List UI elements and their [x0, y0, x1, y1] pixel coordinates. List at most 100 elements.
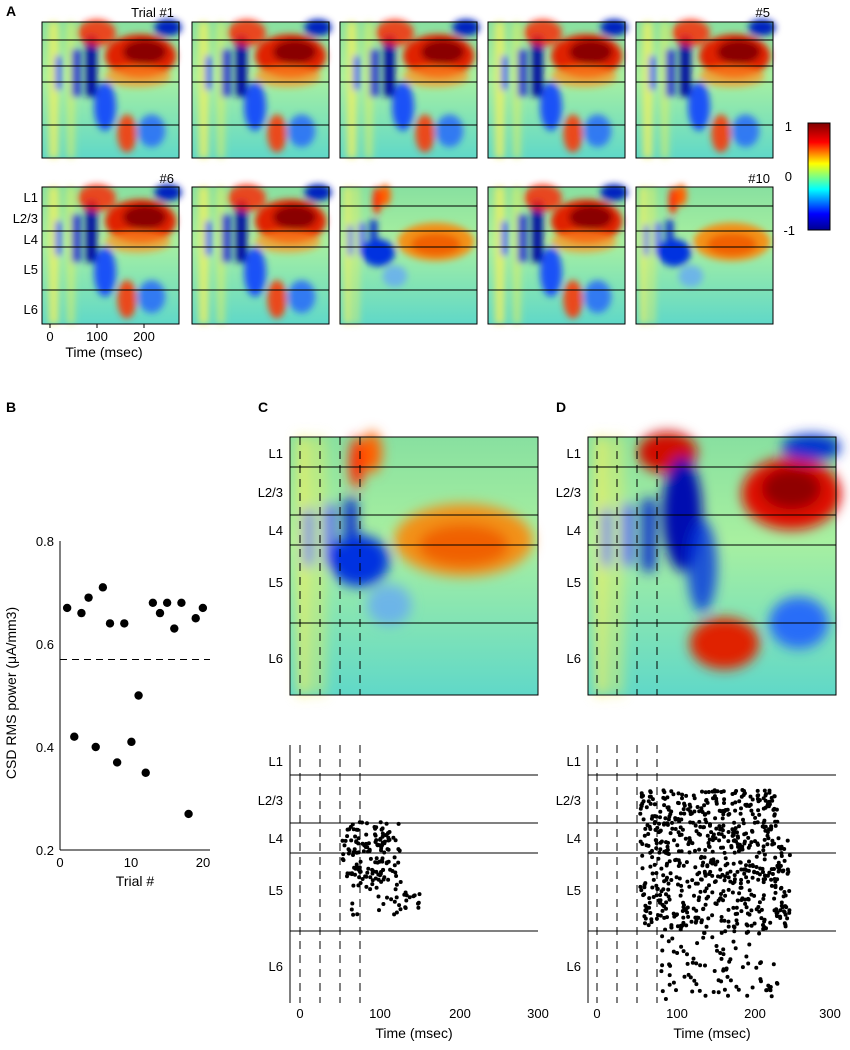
spike-dot: [768, 985, 773, 989]
c-layer-l23: L2/3: [258, 485, 283, 500]
spike-dot: [765, 873, 770, 878]
spike-dot: [727, 812, 732, 816]
spike-dot: [358, 881, 363, 885]
spike-dot: [657, 821, 661, 826]
spike-dot: [659, 866, 664, 871]
spike-dot: [722, 801, 726, 805]
spike-dot: [370, 878, 375, 883]
heatmap-trial-10: [635, 184, 774, 325]
spike-dot: [694, 829, 699, 834]
spike-dot: [673, 816, 678, 821]
scatter-point: [127, 737, 136, 747]
spike-dot: [711, 857, 716, 862]
spike-dot: [649, 816, 654, 821]
spike-dot: [416, 905, 421, 910]
spike-dot: [388, 867, 393, 872]
spike-dot: [397, 903, 402, 908]
spike-dot: [379, 845, 384, 850]
colorbar-tick-1: 1: [785, 119, 792, 134]
spike-dot: [396, 860, 401, 865]
panel-c: L1 L2/3 L4 L5 L6 L1 L2/3 L4 L5 L6 0 100 …: [258, 432, 549, 1041]
spike-dot: [761, 848, 766, 853]
spike-dot: [679, 832, 684, 837]
spike-dot: [691, 820, 695, 825]
trial-label-6: #6: [160, 171, 174, 186]
spike-dot: [653, 838, 658, 843]
spike-dot: [763, 793, 768, 798]
spike-dot: [721, 789, 726, 794]
spike-dot: [658, 913, 663, 918]
spike-dot: [701, 906, 706, 911]
spike-dot: [742, 791, 747, 796]
spike-dot: [360, 877, 365, 881]
spike-dot: [740, 965, 745, 970]
spike-dot: [754, 854, 759, 859]
spike-dot: [374, 838, 379, 843]
spike-dot: [668, 871, 673, 876]
spike-dot: [412, 893, 417, 898]
spike-dot: [366, 866, 371, 871]
spike-dot: [784, 905, 789, 910]
heatmap-trial-5: [635, 19, 776, 159]
spike-dot: [368, 887, 373, 892]
spike-dot: [373, 860, 378, 865]
spike-dot: [370, 867, 375, 872]
spike-dot: [746, 835, 751, 840]
spike-dot: [757, 798, 762, 803]
spike-dot: [773, 885, 778, 890]
spike-dot: [720, 872, 725, 877]
spike-dot: [705, 863, 710, 868]
spike-dot: [737, 799, 742, 804]
spike-dot: [737, 891, 742, 896]
spike-dot: [757, 872, 762, 877]
spike-dot: [676, 830, 681, 835]
spike-dot: [769, 867, 774, 872]
spike-dot: [762, 919, 767, 924]
spike-dot: [758, 961, 763, 966]
spike-dot: [365, 845, 370, 850]
spike-dot: [782, 847, 787, 851]
spike-dot: [721, 889, 726, 894]
spike-dot: [719, 845, 723, 850]
scatter-point: [162, 598, 172, 607]
trial-label-10: #10: [748, 171, 770, 186]
spike-dot: [349, 872, 354, 877]
b-ytick-0.4: 0.4: [36, 740, 54, 755]
a-layer-l6: L6: [24, 302, 38, 317]
spike-dot: [669, 789, 674, 794]
spike-dot: [712, 794, 717, 799]
heatmap-trial-9: [487, 184, 628, 325]
spike-dot: [664, 900, 669, 905]
spike-dot: [396, 821, 401, 826]
spike-dot: [720, 816, 725, 821]
spike-dot: [665, 847, 670, 852]
spike-dot: [355, 912, 360, 917]
trial-label-5: #5: [756, 5, 770, 20]
spike-dot: [762, 857, 767, 862]
scatter-point: [120, 619, 129, 628]
spike-dot: [386, 838, 391, 843]
spike-dot: [681, 915, 686, 920]
spike-dot: [398, 907, 403, 912]
spike-dot: [769, 877, 774, 882]
spike-dot: [687, 850, 692, 855]
spike-dot: [746, 961, 751, 966]
spike-dot: [745, 993, 750, 998]
spike-dot: [660, 908, 665, 913]
spike-dot: [726, 993, 730, 998]
spike-dot: [703, 889, 707, 894]
spike-dot: [376, 872, 381, 877]
spike-dot: [377, 908, 381, 913]
spike-dot: [657, 850, 662, 855]
spike-dot: [750, 797, 755, 802]
spike-dot: [678, 825, 683, 830]
spike-dot: [356, 850, 361, 855]
spike-dot: [648, 794, 653, 799]
spike-dot: [735, 869, 740, 874]
panel-label-c: C: [258, 399, 268, 415]
spike-dot: [727, 959, 732, 964]
spike-dot: [744, 863, 748, 868]
spike-dot: [659, 969, 664, 974]
spike-dot: [732, 879, 737, 884]
